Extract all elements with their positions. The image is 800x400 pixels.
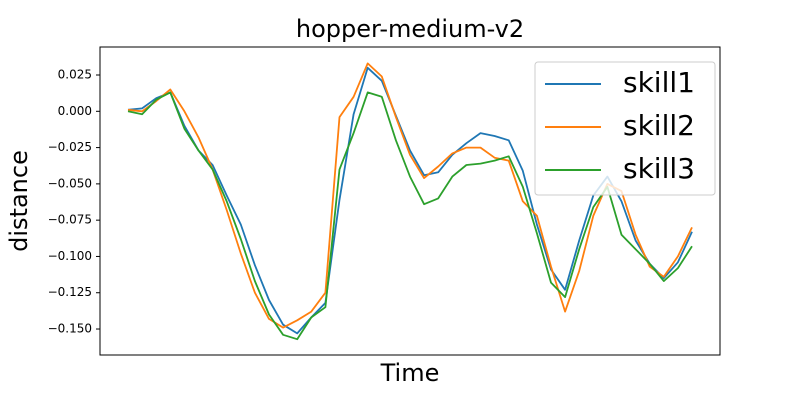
series-line bbox=[127, 91, 693, 341]
series-line bbox=[127, 62, 693, 329]
y-tick-label: 0.000 bbox=[58, 104, 92, 118]
y-tick-label: −0.025 bbox=[48, 140, 92, 154]
plot-frame bbox=[99, 46, 721, 356]
legend: skill1 skill2 skill3 bbox=[534, 61, 716, 196]
y-tick-label: −0.075 bbox=[48, 213, 92, 227]
y-tick-label: −0.125 bbox=[48, 285, 92, 299]
chart-title: hopper-medium-v2 bbox=[296, 15, 524, 43]
y-tick-label: −0.050 bbox=[48, 176, 92, 190]
y-tick-label: −0.100 bbox=[48, 249, 92, 263]
y-tick-label: 0.025 bbox=[58, 68, 92, 82]
legend-label: skill1 bbox=[623, 66, 695, 99]
legend-box bbox=[534, 61, 716, 196]
legend-label: skill2 bbox=[623, 109, 695, 142]
x-axis-label: Time bbox=[380, 359, 440, 387]
legend-label: skill3 bbox=[623, 152, 695, 185]
y-axis-label: distance bbox=[5, 150, 33, 252]
y-tick-label: −0.150 bbox=[48, 322, 92, 336]
